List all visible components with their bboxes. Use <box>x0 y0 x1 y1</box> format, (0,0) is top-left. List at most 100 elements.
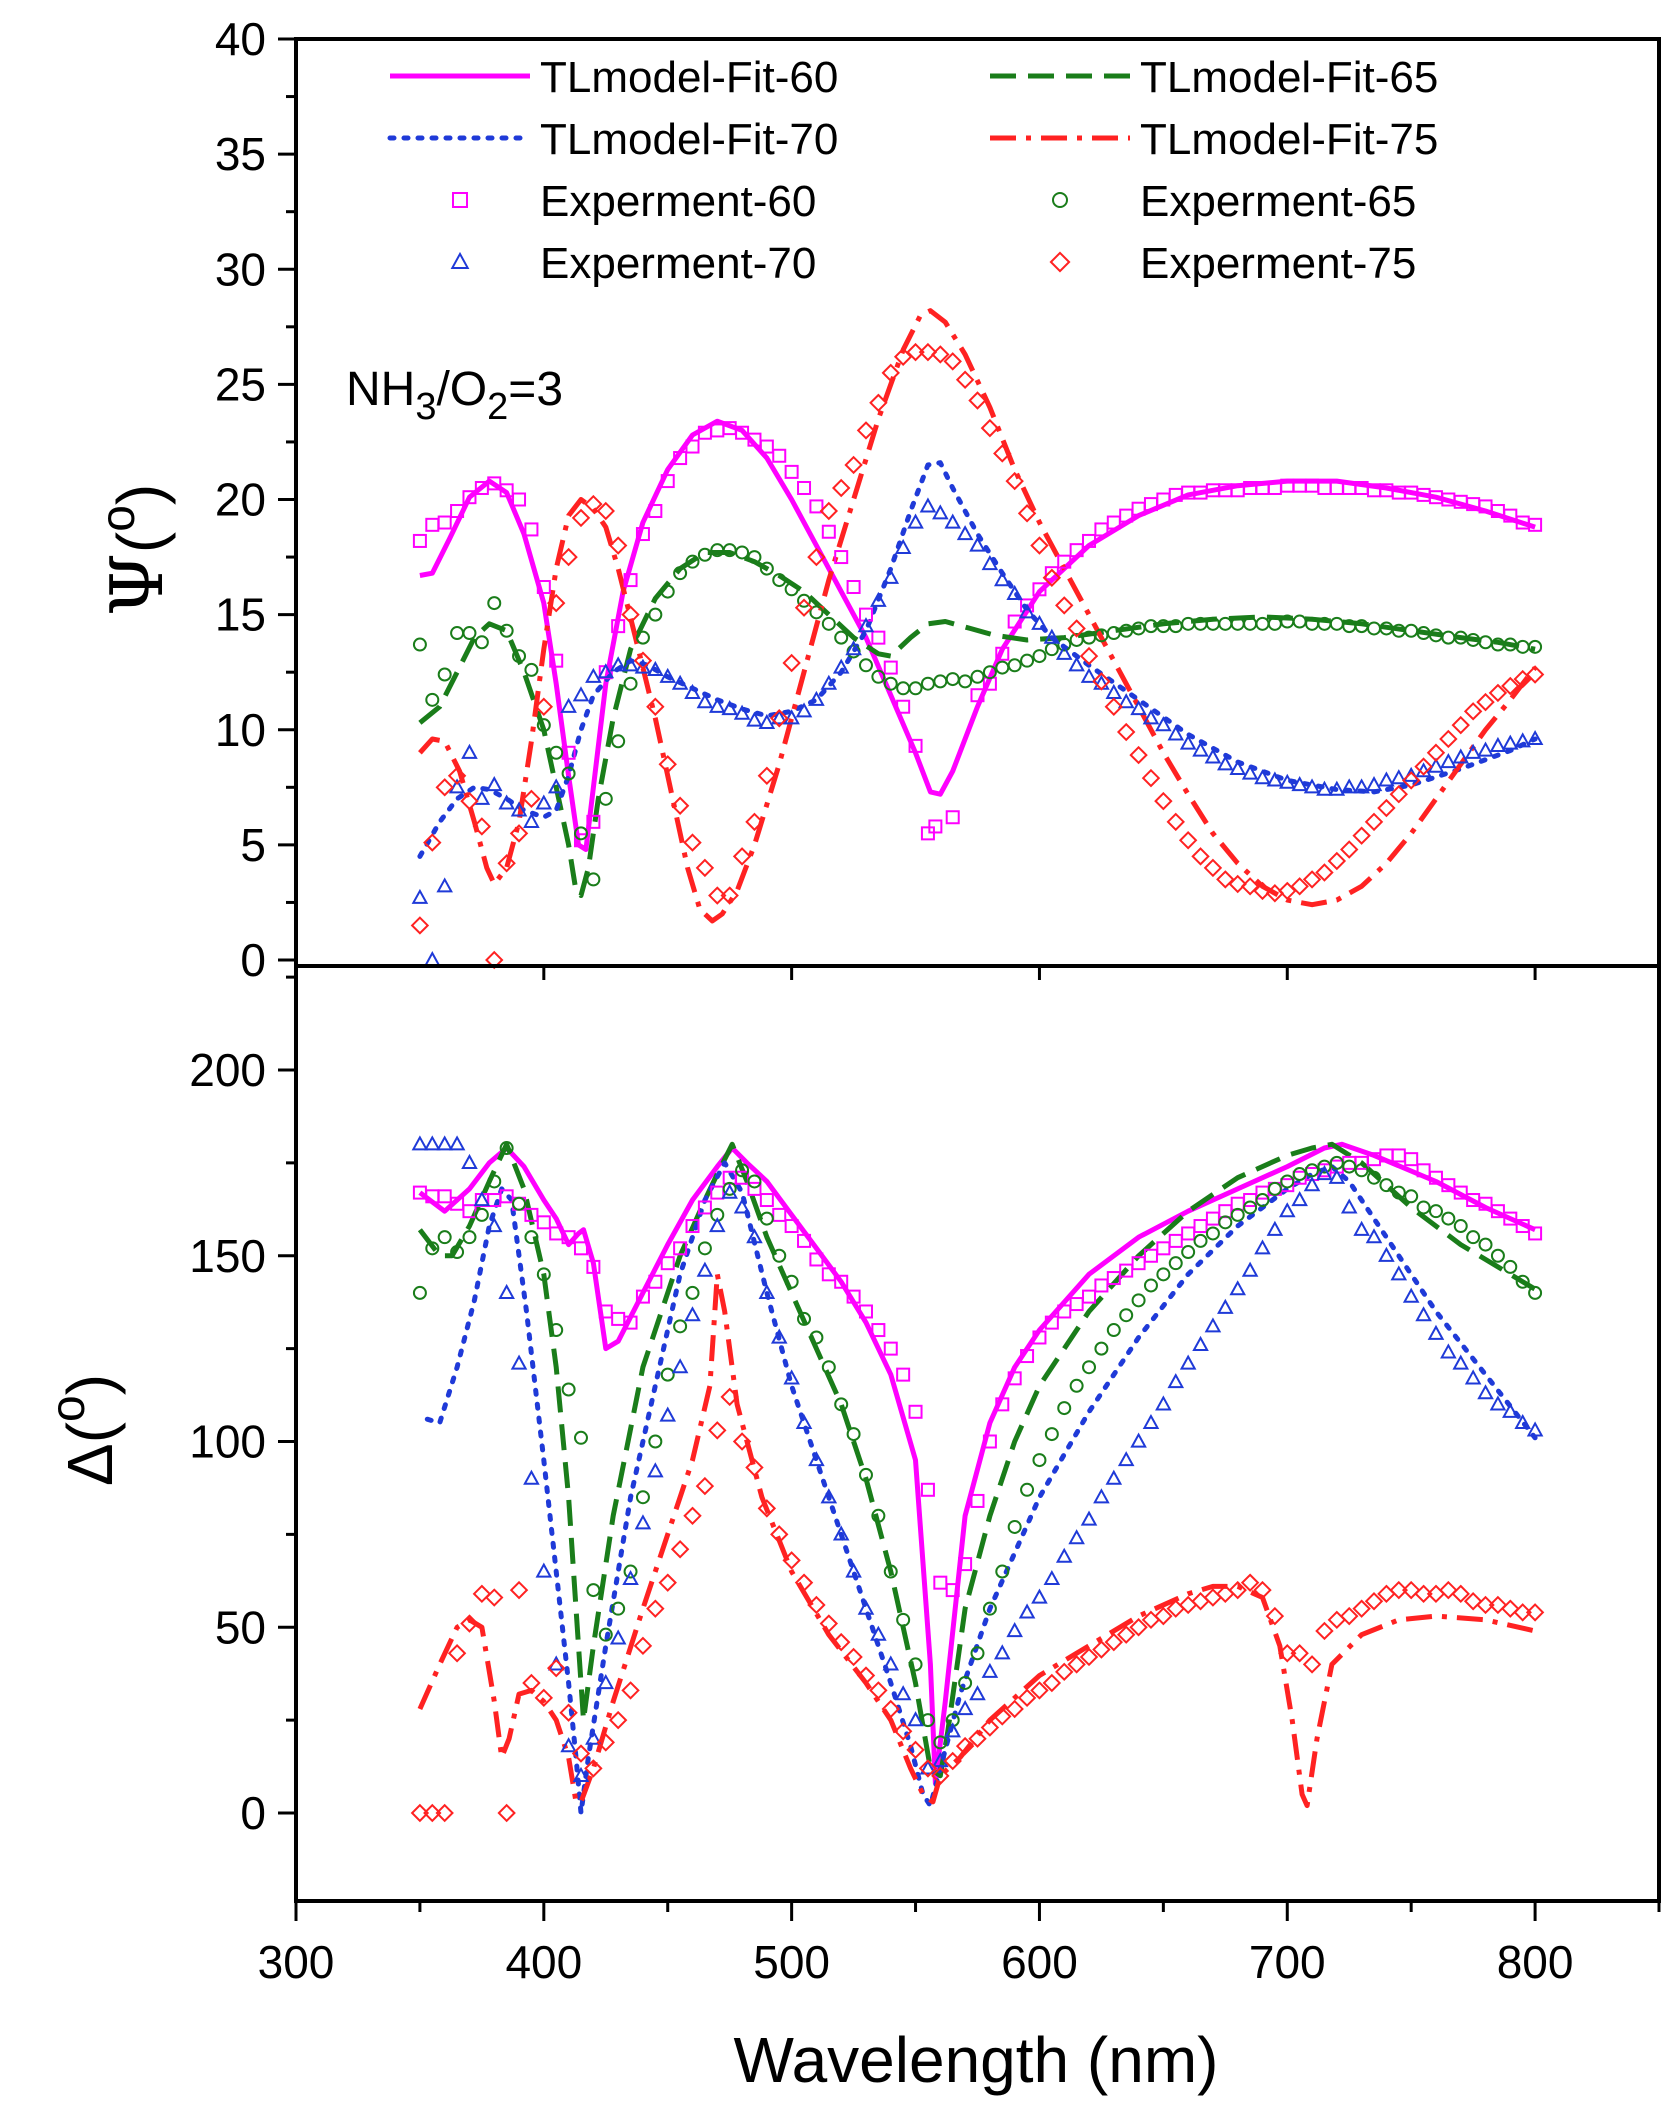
psi-data-point <box>611 734 626 749</box>
delta-data-point <box>1353 1220 1370 1236</box>
delta-data-point <box>546 1658 566 1678</box>
psi-data-point <box>993 571 1011 587</box>
psi-data-point <box>1032 649 1047 664</box>
delta-data-point <box>1340 1198 1358 1214</box>
psi-data-point <box>870 591 887 607</box>
delta-data-point <box>1317 1159 1332 1174</box>
psi-data-point <box>831 478 851 498</box>
delta-data-point <box>1404 1189 1419 1204</box>
psi-data-point <box>670 796 690 815</box>
delta-data-point <box>970 1493 985 1508</box>
psi-data-point <box>447 766 467 786</box>
delta-data-point <box>710 1185 725 1200</box>
delta-data-point <box>1291 1191 1308 1207</box>
delta-data-point <box>931 1766 950 1786</box>
delta-data-point <box>1490 1204 1505 1219</box>
delta-data-point <box>1218 1215 1233 1230</box>
delta-data-point <box>1328 1168 1346 1184</box>
delta-data-point <box>894 1685 912 1701</box>
psi-fit-line-60 <box>419 418 1536 852</box>
psi-data-point <box>1228 874 1247 894</box>
delta-data-point <box>1030 1681 1049 1700</box>
psi-data-point <box>571 508 591 528</box>
delta-data-point <box>1525 1603 1545 1622</box>
psi-data-point <box>871 630 886 645</box>
delta-data-point <box>1017 1688 1037 1708</box>
psi-data-point <box>882 568 900 584</box>
delta-data-point <box>635 1490 650 1505</box>
delta-data-point <box>1416 1200 1431 1215</box>
delta-data-point <box>1181 1245 1196 1260</box>
psi-data-point <box>561 766 576 781</box>
delta-data-point <box>1156 1267 1171 1282</box>
psi-data-point <box>412 637 427 652</box>
delta-data-point <box>720 1387 739 1407</box>
psi-data-point <box>499 623 514 638</box>
psi-data-point <box>535 794 553 810</box>
delta-data-point <box>1428 1170 1443 1185</box>
psi-y-tick-label: 10 <box>215 704 266 756</box>
delta-data-point <box>772 1207 787 1222</box>
delta-data-point <box>881 1699 900 1719</box>
delta-data-point <box>1167 1373 1185 1389</box>
delta-data-point <box>573 1430 588 1445</box>
delta-data-point <box>608 1710 628 1730</box>
psi-data-point <box>797 593 812 608</box>
delta-data-point <box>536 1267 551 1282</box>
psi-data-point <box>547 778 565 794</box>
delta-data-point <box>1280 1178 1295 1193</box>
delta-data-point <box>560 1737 577 1753</box>
delta-data-point <box>883 1341 898 1356</box>
delta-data-point <box>1057 1304 1072 1319</box>
delta-data-point <box>534 1688 554 1708</box>
delta-data-point <box>1415 1306 1432 1322</box>
psi-data-point <box>908 738 923 753</box>
psi-data-point <box>597 663 615 679</box>
delta-data-point <box>1292 1167 1307 1182</box>
delta-data-point <box>670 1540 690 1559</box>
delta-data-point <box>1240 1573 1260 1592</box>
delta-data-point <box>944 1722 962 1738</box>
delta-data-point <box>896 1367 911 1382</box>
delta-data-point <box>1364 1592 1384 1611</box>
delta-data-point <box>1117 1451 1135 1467</box>
delta-data-point <box>1032 1453 1047 1468</box>
psi-series-layer <box>410 308 1545 970</box>
psi-data-point <box>658 755 677 774</box>
delta-data-point <box>747 1181 762 1196</box>
psi-data-point <box>1316 780 1333 796</box>
psi-data-point <box>809 499 824 514</box>
delta-ylabel-degree: o <box>42 1395 95 1422</box>
psi-data-point <box>659 667 677 683</box>
delta-data-point <box>735 1163 750 1178</box>
delta-data-point <box>646 1599 665 1618</box>
delta-data-point <box>1044 1427 1059 1442</box>
delta-data-point <box>1401 1580 1421 1600</box>
delta-data-point <box>585 1729 602 1745</box>
psi-data-point <box>536 718 551 733</box>
psi-data-point <box>981 554 999 571</box>
delta-data-point <box>1143 1248 1158 1263</box>
delta-data-point <box>499 1189 514 1204</box>
x-tick-label: 700 <box>1249 1936 1326 1988</box>
psi-data-point <box>1216 870 1235 889</box>
delta-data-point <box>1119 1308 1134 1323</box>
delta-data-point <box>647 1462 664 1478</box>
psi-data-point <box>1266 771 1284 787</box>
delta-data-point <box>882 1655 900 1671</box>
psi-data-point <box>857 617 875 633</box>
psi-data-point <box>1155 716 1172 732</box>
delta-data-point <box>745 1458 764 1477</box>
delta-panel: 0 50 100 150 200 300 400 500 600 700 800 Δ(o) Wav… <box>42 964 1661 2096</box>
legend-swatch-marker <box>1049 251 1071 273</box>
psi-data-point <box>683 833 702 852</box>
psi-data-point <box>596 501 615 521</box>
psi-data-point <box>820 674 838 690</box>
legend-label: TLmodel-Fit-60 <box>540 53 838 102</box>
delta-data-point <box>869 1681 888 1700</box>
psi-data-point <box>1043 628 1061 644</box>
delta-data-point <box>858 1467 873 1482</box>
delta-data-point <box>1515 1219 1530 1234</box>
psi-data-point <box>1414 757 1433 776</box>
psi-data-point <box>572 686 590 702</box>
